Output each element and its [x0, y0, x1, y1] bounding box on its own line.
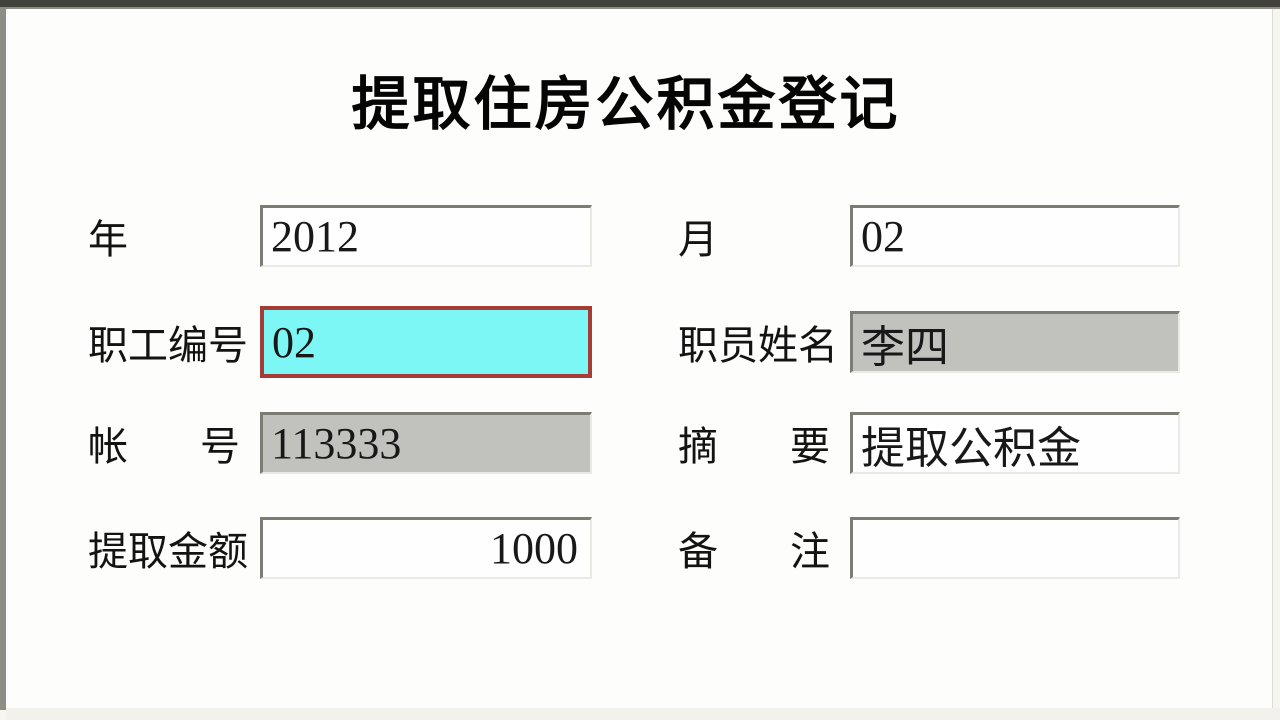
year-input[interactable]: 2012: [260, 205, 592, 267]
window-frame-top-edge: [0, 7, 1280, 9]
account-no-label: 帐号: [88, 425, 240, 469]
row-employee-name: 职员姓名 李四: [678, 306, 1180, 378]
amount-input[interactable]: 1000: [260, 517, 592, 579]
row-amount: 提取金额 1000: [88, 517, 592, 579]
remark-label: 备注: [678, 530, 830, 574]
window-frame-top: [0, 0, 1280, 7]
employee-no-label: 职工编号: [88, 324, 248, 368]
employee-no-input[interactable]: 02: [260, 306, 592, 378]
remark-input[interactable]: [850, 517, 1180, 579]
employee-name-field: 李四: [850, 311, 1180, 373]
row-employee-no: 职工编号 02: [88, 306, 592, 378]
form-panel: 提取住房公积金登记 年 2012 月 02 职工编号 02 职员姓名 李四 帐号…: [6, 9, 1272, 708]
row-account-no: 帐号 113333: [88, 412, 592, 474]
summary-label: 摘要: [678, 425, 830, 469]
month-input[interactable]: 02: [850, 205, 1180, 267]
window-frame-right: [1272, 9, 1280, 708]
row-month: 月 02: [678, 205, 1180, 267]
page-title: 提取住房公积金登记: [351, 72, 901, 137]
summary-input[interactable]: 提取公积金: [850, 412, 1180, 474]
year-label: 年: [88, 218, 128, 262]
row-summary: 摘要 提取公积金: [678, 412, 1180, 474]
amount-label: 提取金额: [88, 530, 248, 574]
month-label: 月: [678, 218, 718, 262]
employee-name-label: 职员姓名: [678, 324, 838, 368]
account-no-field: 113333: [260, 412, 592, 474]
row-year: 年 2012: [88, 205, 592, 267]
window-frame-left: [0, 7, 6, 710]
row-remark: 备注: [678, 517, 1180, 579]
window-frame-bottom: [6, 708, 1280, 720]
